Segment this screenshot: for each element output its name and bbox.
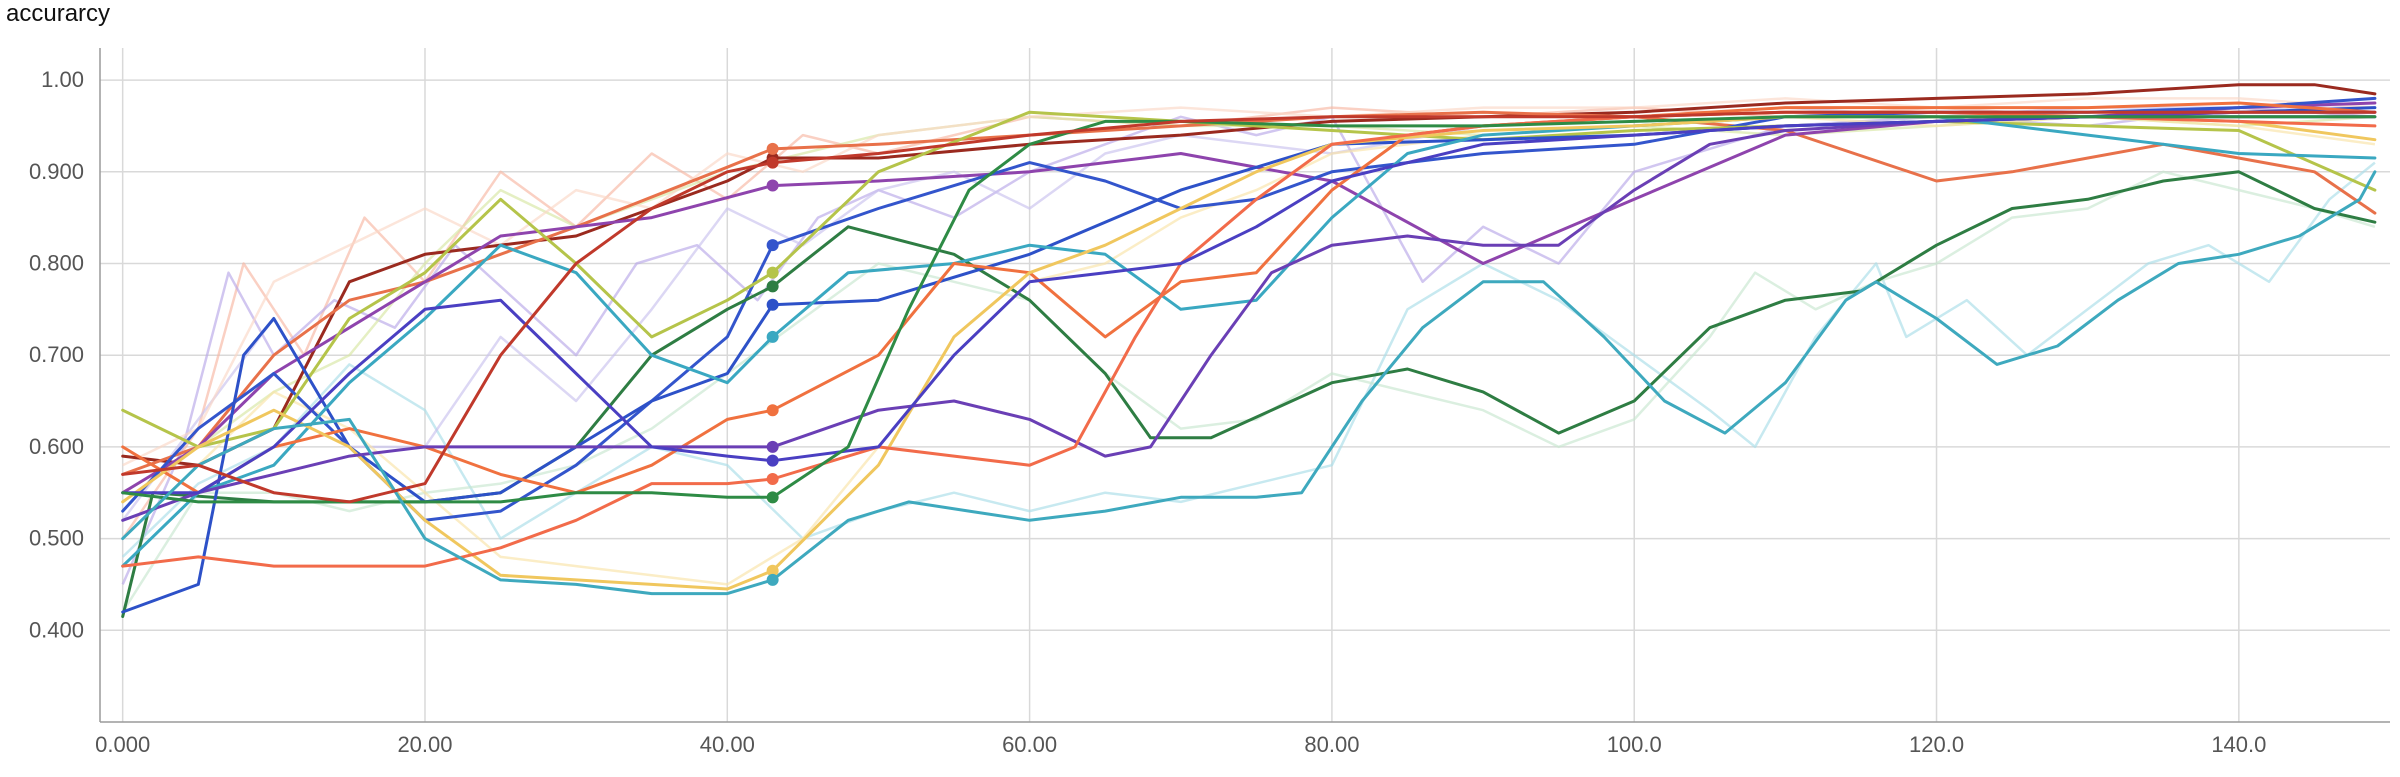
smoothed-series-lines	[121, 83, 2377, 618]
y-tick-label: 0.700	[29, 342, 84, 367]
hover-point	[766, 491, 779, 504]
hover-point	[766, 564, 779, 577]
x-tick-label: 60.00	[1002, 732, 1057, 757]
hover-markers	[766, 142, 779, 586]
series-line	[121, 110, 2377, 476]
hover-point	[766, 142, 779, 155]
hover-point	[766, 179, 779, 192]
hover-point	[766, 156, 779, 169]
x-axis-ticks: 0.000 20.00 40.00 60.00 80.00 100.0 120.0 140.0	[95, 732, 2266, 757]
series-line	[121, 83, 2377, 467]
y-tick-label: 0.900	[29, 159, 84, 184]
series-line	[121, 115, 2377, 495]
series-line	[121, 101, 2377, 495]
series-line	[121, 110, 2377, 522]
series-line	[121, 96, 2377, 522]
hover-point	[766, 330, 779, 343]
raw-series-line	[121, 115, 2376, 586]
raw-series-line	[122, 97, 2375, 467]
x-tick-label: 80.00	[1304, 732, 1359, 757]
y-tick-label: 0.800	[29, 250, 84, 275]
grid	[100, 48, 2390, 722]
series-line	[121, 106, 2377, 614]
series-line	[121, 110, 2377, 504]
hover-point	[766, 573, 779, 586]
hover-point	[766, 440, 779, 453]
raw-series-line	[121, 161, 2376, 558]
series-line	[121, 115, 2377, 504]
y-tick-label: 0.400	[29, 617, 84, 642]
x-tick-label: 40.00	[700, 732, 755, 757]
x-tick-label: 140.0	[2211, 732, 2266, 757]
chart-title: accurarcy	[6, 0, 111, 27]
raw-series-line	[121, 170, 2376, 613]
raw-series-line	[121, 106, 2375, 585]
series-line	[121, 170, 2377, 596]
raw-series-line	[121, 106, 2375, 522]
x-tick-label: 100.0	[1607, 732, 1662, 757]
hover-point	[766, 239, 779, 252]
series-line	[121, 101, 2377, 495]
y-tick-label: 0.600	[29, 434, 84, 459]
hover-point	[766, 404, 779, 417]
y-axis-ticks: 0.400 0.500 0.600 0.700 0.800 0.900 1.00	[29, 67, 84, 642]
hover-point	[766, 266, 779, 279]
hover-point	[766, 454, 779, 467]
hover-point	[766, 472, 779, 485]
x-tick-label: 120.0	[1909, 732, 1964, 757]
hover-point	[766, 298, 779, 311]
y-tick-label: 0.500	[29, 526, 84, 551]
axes	[99, 48, 2390, 723]
x-tick-label: 0.000	[95, 732, 150, 757]
y-tick-label: 1.00	[41, 67, 84, 92]
hover-point	[766, 280, 779, 293]
x-tick-label: 20.00	[397, 732, 452, 757]
